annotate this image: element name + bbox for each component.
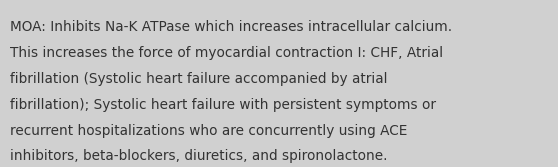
Text: fibrillation (Systolic heart failure accompanied by atrial: fibrillation (Systolic heart failure acc… <box>10 72 388 86</box>
Text: MOA: Inhibits Na-K ATPase which increases intracellular calcium.: MOA: Inhibits Na-K ATPase which increase… <box>10 20 452 34</box>
Text: This increases the force of myocardial contraction I: CHF, Atrial: This increases the force of myocardial c… <box>10 46 443 60</box>
Text: fibrillation); Systolic heart failure with persistent symptoms or: fibrillation); Systolic heart failure wi… <box>10 98 436 112</box>
Text: recurrent hospitalizations who are concurrently using ACE: recurrent hospitalizations who are concu… <box>10 124 407 138</box>
Text: inhibitors, beta-blockers, diuretics, and spironolactone.: inhibitors, beta-blockers, diuretics, an… <box>10 149 388 163</box>
